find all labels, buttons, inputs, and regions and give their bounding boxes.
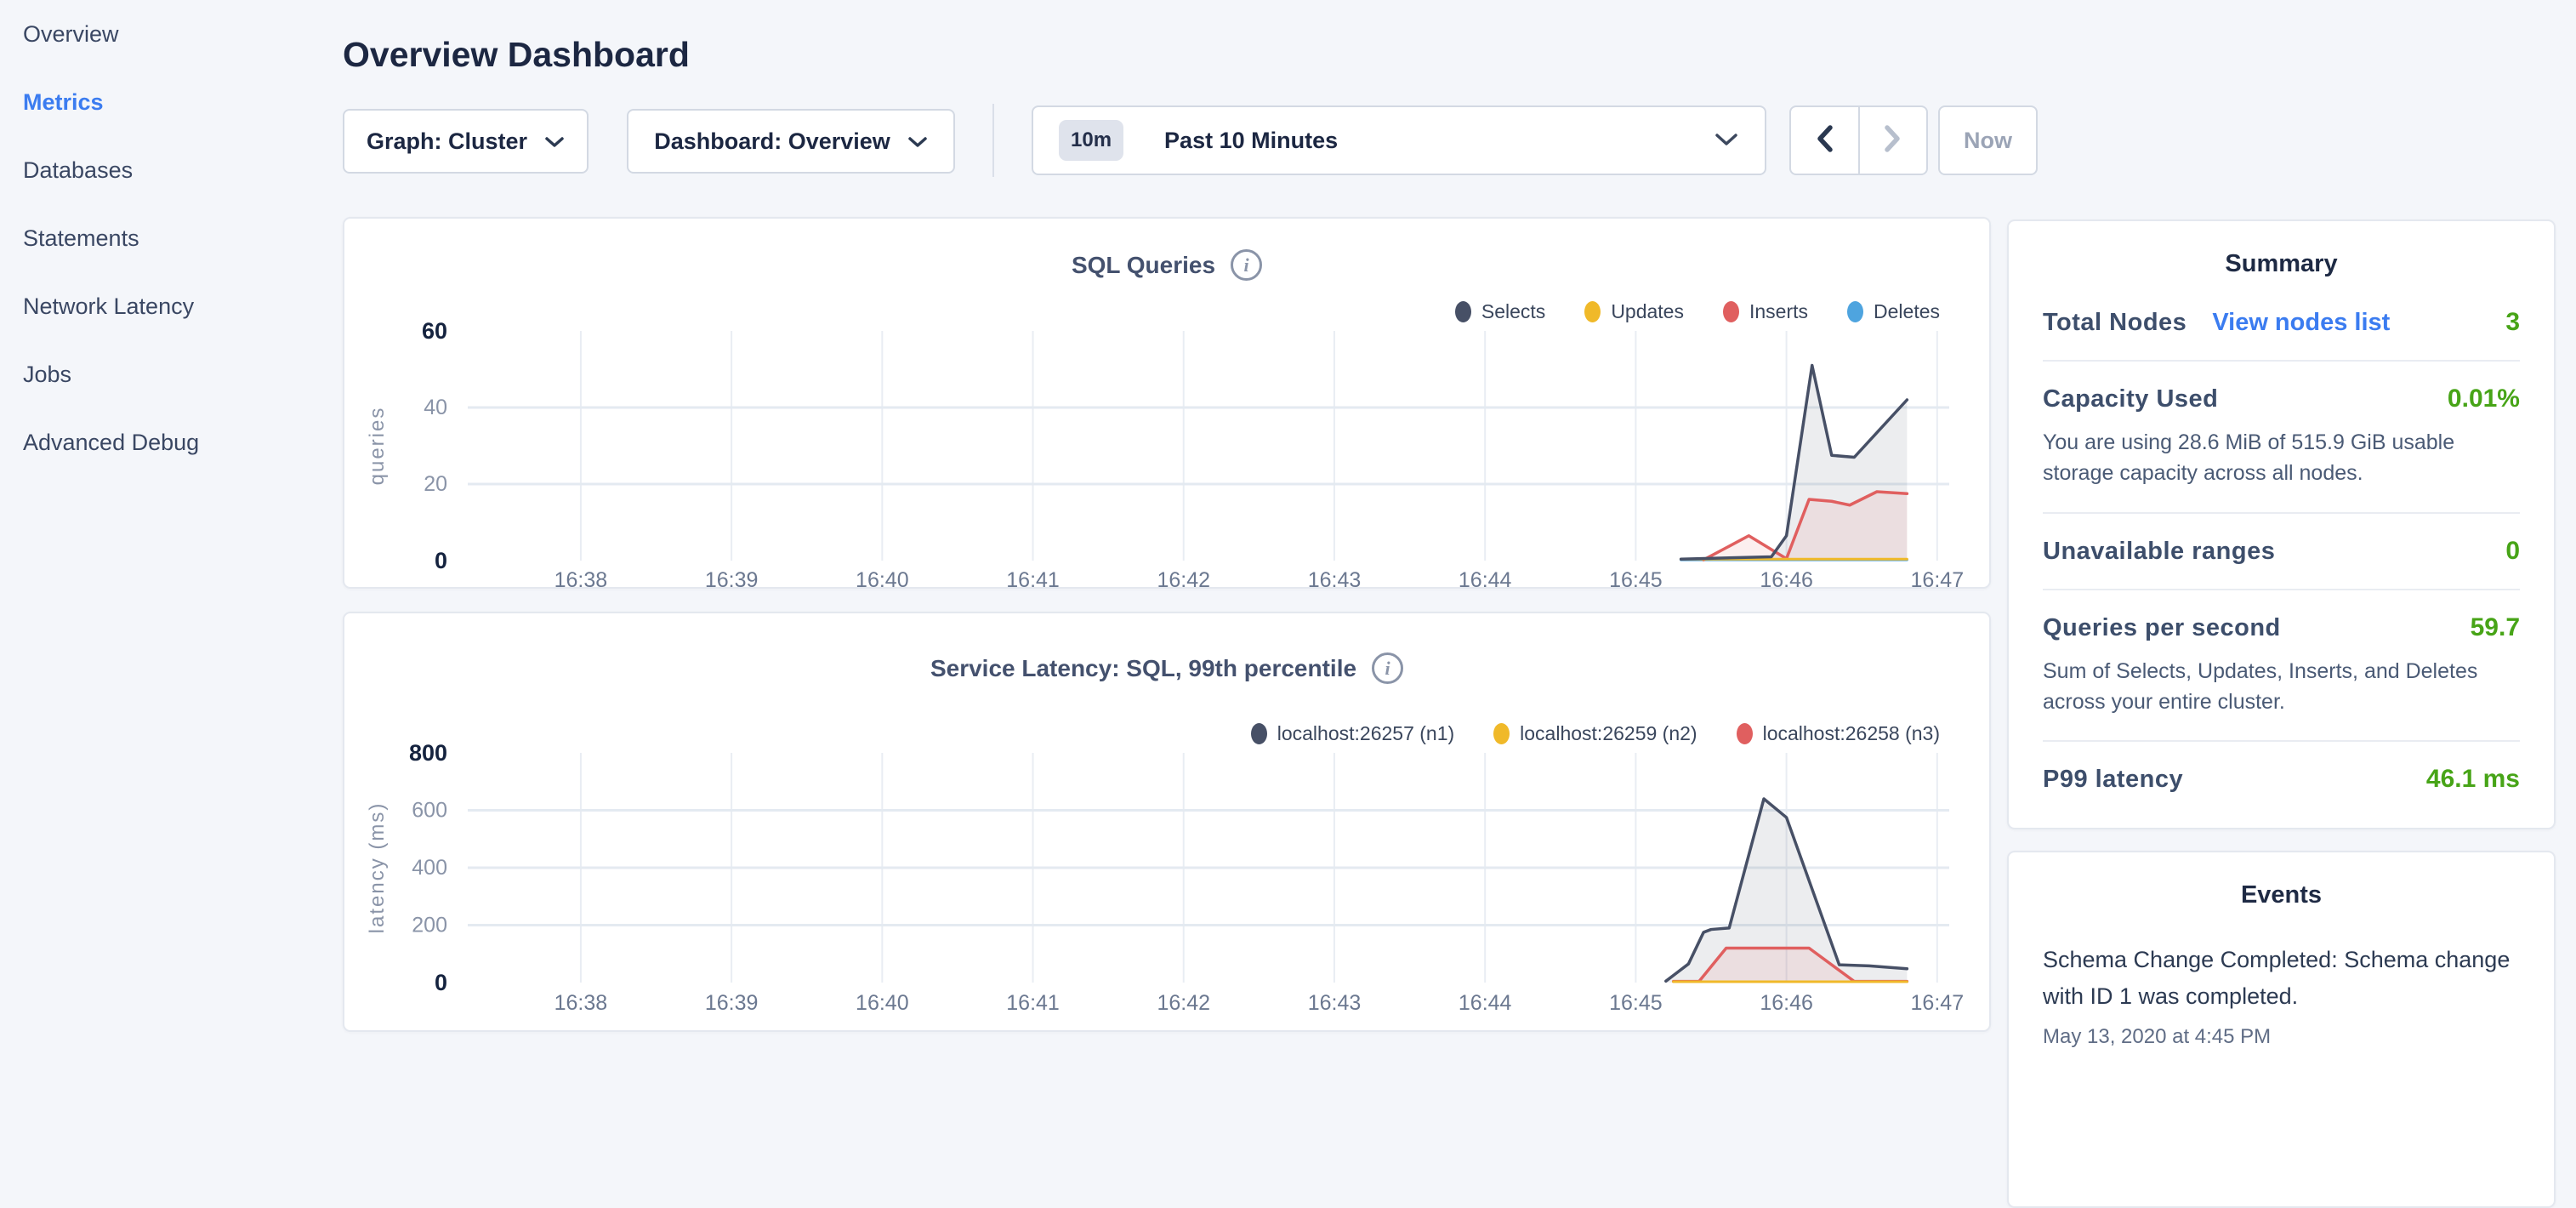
svg-text:16:39: 16:39 [705, 568, 759, 587]
summary-row-total-nodes: Total Nodes View nodes list 3 [2043, 285, 2520, 362]
toolbar-divider [992, 104, 994, 177]
summary-row-label: Capacity Used [2043, 385, 2218, 413]
svg-text:16:45: 16:45 [1609, 991, 1663, 1015]
svg-text:16:44: 16:44 [1459, 568, 1512, 587]
events-title: Events [2009, 881, 2554, 909]
svg-text:16:45: 16:45 [1609, 568, 1663, 587]
events-panel: Events Schema Change Completed: Schema c… [2007, 851, 2556, 1208]
svg-text:400: 400 [412, 856, 447, 880]
summary-row-label: P99 latency [2043, 766, 2183, 794]
summary-row-capacity-used: Capacity Used 0.01% You are using 28.6 M… [2043, 362, 2520, 514]
svg-text:40: 40 [424, 396, 447, 419]
event-message: Schema Change Completed: Schema change w… [2043, 942, 2520, 1015]
summary-title: Summary [2009, 250, 2554, 278]
chevron-left-icon [1814, 123, 1834, 158]
event-list-item[interactable]: Schema Change Completed: Schema change w… [2043, 942, 2520, 1049]
svg-text:16:43: 16:43 [1308, 568, 1362, 587]
svg-text:latency (ms): latency (ms) [366, 802, 389, 934]
summary-row-value: 0 [2505, 537, 2520, 566]
event-timestamp: May 13, 2020 at 4:45 PM [2043, 1025, 2520, 1049]
summary-row-description: You are using 28.6 MiB of 515.9 GiB usab… [2043, 427, 2520, 489]
svg-text:16:43: 16:43 [1308, 991, 1362, 1015]
svg-text:0: 0 [435, 970, 447, 995]
view-nodes-list-link[interactable]: View nodes list [2212, 309, 2390, 337]
chevron-down-icon [544, 128, 565, 155]
svg-text:60: 60 [422, 318, 447, 344]
sidebar-item-overview[interactable]: Overview [0, 0, 338, 68]
summary-row-label: Unavailable ranges [2043, 538, 2275, 566]
svg-text:16:41: 16:41 [1006, 568, 1060, 587]
time-range-selector[interactable]: 10m Past 10 Minutes [1032, 105, 1766, 175]
chevron-down-icon [1714, 128, 1739, 154]
chevron-down-icon [907, 128, 928, 155]
svg-text:16:46: 16:46 [1760, 568, 1813, 587]
svg-text:16:46: 16:46 [1760, 991, 1813, 1015]
svg-text:16:40: 16:40 [856, 568, 909, 587]
summary-row-label: Total Nodes [2043, 309, 2186, 337]
graph-source-dropdown-label: Graph: Cluster [367, 128, 527, 155]
svg-text:16:38: 16:38 [554, 568, 608, 587]
dashboard-dropdown-label: Dashboard: Overview [654, 128, 890, 155]
svg-text:200: 200 [412, 914, 447, 937]
summary-row-value: 46.1 ms [2426, 765, 2520, 794]
summary-row-unavailable-ranges: Unavailable ranges 0 [2043, 514, 2520, 590]
time-step-controls [1789, 105, 1928, 175]
sidebar: Overview Metrics Databases Statements Ne… [0, 0, 338, 1051]
svg-text:16:39: 16:39 [705, 991, 759, 1015]
summary-row-queries-per-second: Queries per second 59.7 Sum of Selects, … [2043, 590, 2520, 743]
svg-text:16:42: 16:42 [1157, 991, 1210, 1015]
svg-text:20: 20 [424, 472, 447, 496]
svg-text:600: 600 [412, 799, 447, 823]
svg-text:16:47: 16:47 [1911, 568, 1965, 587]
summary-row-label: Queries per second [2043, 614, 2281, 642]
page-title: Overview Dashboard [343, 35, 690, 75]
sql-queries-chart: 0 20 40 60 16:38 16:39 16:40 16:41 16:42 16:43 16:… [344, 219, 1989, 587]
svg-text:16:40: 16:40 [856, 991, 909, 1015]
sql-queries-chart-card: SQL Queries Selects Updates Inserts Dele… [343, 217, 1991, 589]
sidebar-item-advanced-debug[interactable]: Advanced Debug [0, 408, 338, 476]
svg-text:16:41: 16:41 [1006, 991, 1060, 1015]
time-step-back-button[interactable] [1791, 107, 1858, 174]
service-latency-chart: 0 200 400 600 800 16:38 16:39 16:40 16:41 16:42 16… [344, 613, 1989, 1030]
summary-row-value: 0.01% [2448, 385, 2520, 413]
sidebar-item-statements[interactable]: Statements [0, 204, 338, 272]
svg-text:16:47: 16:47 [1911, 991, 1965, 1015]
sidebar-item-databases[interactable]: Databases [0, 136, 338, 204]
time-step-forward-button[interactable] [1858, 107, 1927, 174]
time-range-badge: 10m [1059, 120, 1123, 161]
summary-row-value: 3 [2505, 308, 2520, 337]
summary-row-description: Sum of Selects, Updates, Inserts, and De… [2043, 656, 2520, 718]
summary-panel: Summary Total Nodes View nodes list 3 Ca… [2007, 219, 2556, 829]
service-latency-chart-card: Service Latency: SQL, 99th percentile lo… [343, 612, 1991, 1032]
sidebar-item-jobs[interactable]: Jobs [0, 340, 338, 408]
chevron-right-icon [1883, 123, 1903, 158]
summary-row-p99-latency: P99 latency 46.1 ms [2043, 742, 2520, 817]
sidebar-item-metrics[interactable]: Metrics [0, 68, 338, 136]
sidebar-item-network-latency[interactable]: Network Latency [0, 272, 338, 340]
svg-text:16:38: 16:38 [554, 991, 608, 1015]
svg-text:16:42: 16:42 [1157, 568, 1210, 587]
time-range-label: Past 10 Minutes [1164, 128, 1338, 154]
graph-source-dropdown[interactable]: Graph: Cluster [343, 109, 589, 174]
svg-text:16:44: 16:44 [1459, 991, 1512, 1015]
summary-row-value: 59.7 [2471, 613, 2520, 642]
svg-text:0: 0 [435, 548, 447, 573]
dashboard-dropdown[interactable]: Dashboard: Overview [627, 109, 955, 174]
svg-text:800: 800 [409, 740, 447, 766]
now-button[interactable]: Now [1938, 105, 2038, 175]
svg-text:queries: queries [366, 407, 389, 486]
